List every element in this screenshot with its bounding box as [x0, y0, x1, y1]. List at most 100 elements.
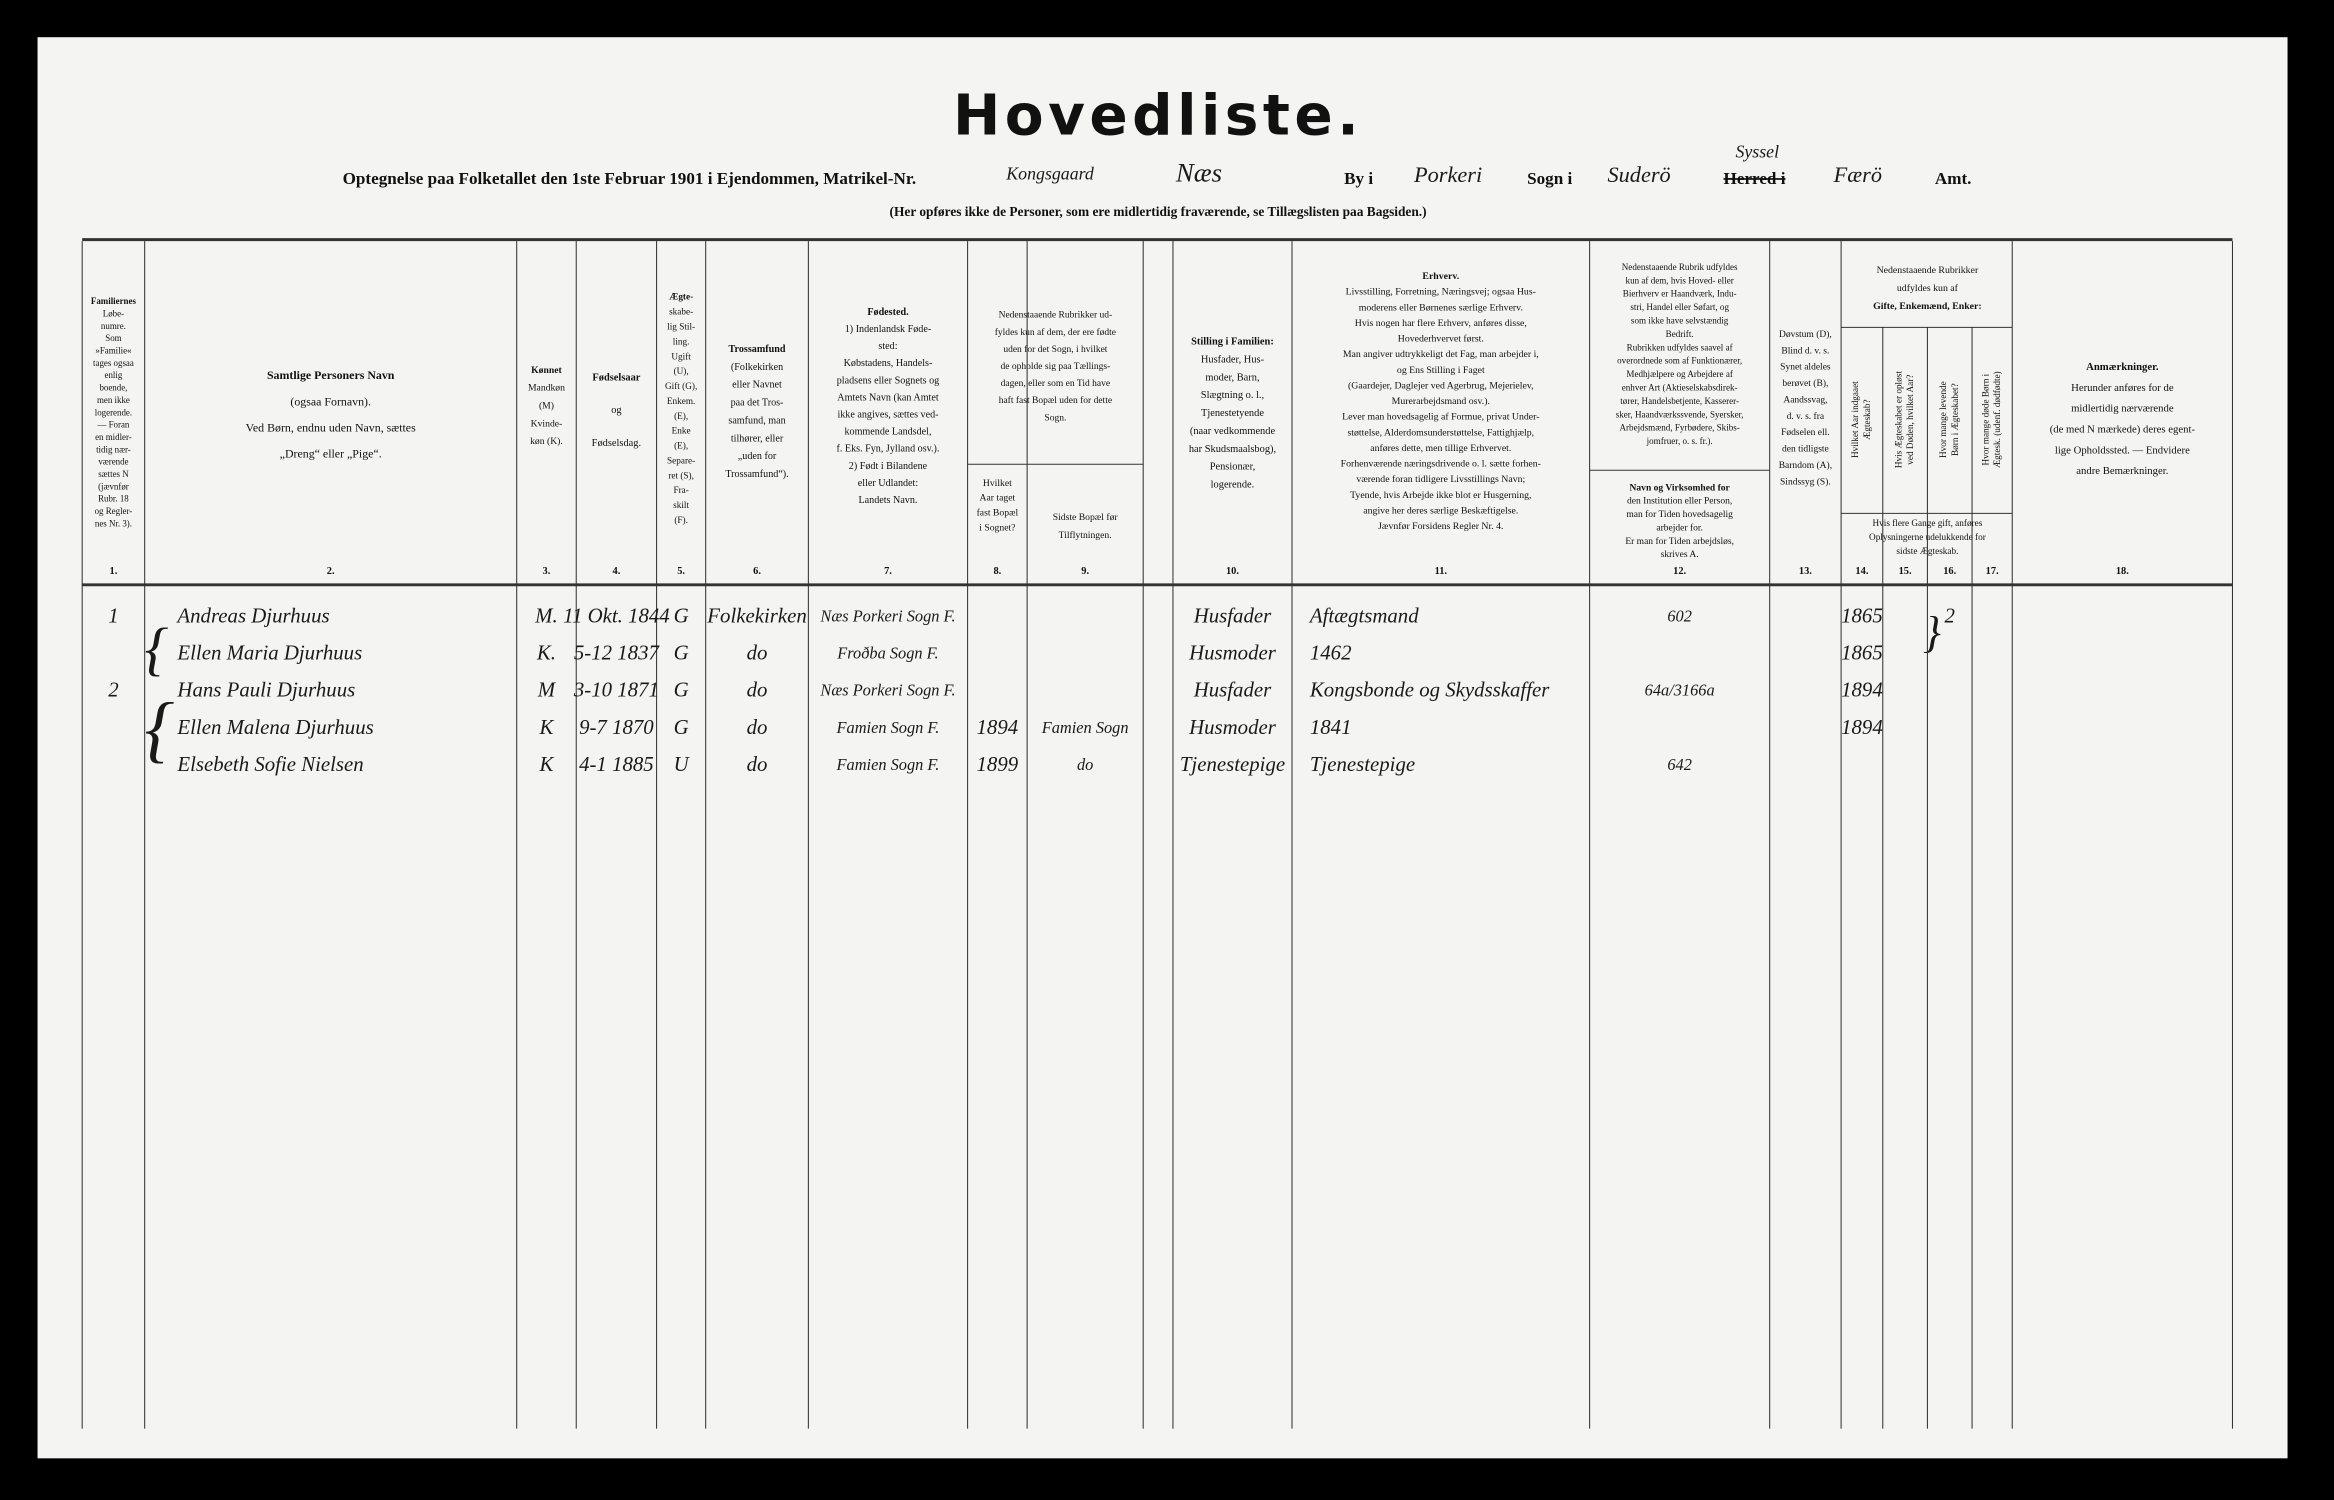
cell: 1894: [1841, 678, 1883, 702]
column-header: Murerarbejdsmand osv.).: [1392, 396, 1490, 407]
cell: K: [539, 715, 555, 739]
column-header: logerende.: [1211, 480, 1255, 491]
column-header: Slægtning o. l.,: [1201, 390, 1264, 401]
cell: 3-10 1871: [573, 678, 659, 702]
cell: Aftægtsmand: [1308, 603, 1419, 627]
column-header: Hvilket: [983, 478, 1012, 489]
column-header: (U),: [674, 366, 689, 376]
cell: Ellen Malena Djurhuus: [176, 715, 373, 739]
column-subheader: man for Tiden hovedsagelig: [1626, 509, 1733, 520]
column-header: midlertidig nærværende: [2071, 403, 2174, 415]
column-header: Medhjælpere og Arbejdere af: [1626, 369, 1733, 379]
column-header: Herunder anføres for de: [2071, 382, 2174, 394]
cell: 1865: [1841, 641, 1883, 665]
group-header: uden for det Sogn, i hvilket: [1003, 344, 1107, 355]
column-header: Aandssvag,: [1783, 395, 1827, 405]
column-header: værende foran tidligere Livsstillings Na…: [1356, 474, 1525, 485]
group-header: Hvis flere Gange gift, anføres: [1873, 518, 1983, 528]
column-subheader: Navn og Virksomhed for: [1630, 483, 1731, 493]
column-header: Hvis nogen har flere Erhverv, anføres di…: [1355, 318, 1527, 329]
cell: Husfader: [1193, 603, 1272, 627]
column-header: Fødselen ell.: [1781, 428, 1830, 438]
cell: G: [674, 715, 689, 739]
column-number: 8.: [993, 566, 1001, 577]
column-header: Tyende, hvis Arbejde ikke blot er Husger…: [1350, 490, 1531, 501]
column-header: Enkem.: [667, 396, 695, 406]
by: Porkeri: [1413, 162, 1482, 187]
column-header: Enke: [672, 426, 691, 436]
column-header: paa det Tros-: [731, 398, 784, 409]
column-number: 3.: [543, 566, 551, 577]
column-number: 5.: [677, 566, 685, 577]
column-header: 1) Indenlandsk Føde-: [845, 324, 931, 335]
cell: 5-12 1837: [574, 641, 661, 665]
column-header: og: [611, 405, 621, 416]
cell: K.: [536, 641, 556, 665]
column-header: Fødested.: [867, 307, 909, 318]
column-header: (Folkekirken: [731, 362, 783, 373]
column-number: 9.: [1081, 566, 1089, 577]
herred-label: Herred i: [1724, 169, 1786, 188]
column-header: ved Døden, hvilket Aar?: [1905, 375, 1915, 465]
cell: 1462: [1310, 641, 1352, 665]
sogn: Suderö: [1607, 162, 1670, 187]
group-header: dagen, eller som en Tid have: [1001, 379, 1110, 389]
column-header: „uden for: [738, 451, 777, 462]
column-header: ikke angives, sættes ved-: [837, 409, 938, 420]
column-header: Man angiver udtrykkeligt det Fag, man ar…: [1343, 349, 1539, 360]
column-header: fast Bopæl: [977, 508, 1019, 519]
cell: 1865: [1841, 603, 1883, 627]
column-header: anføres dette, men tillige Erhvervet.: [1370, 443, 1511, 454]
column-number: 1.: [110, 566, 118, 577]
column-header: Trossamfund: [729, 344, 786, 355]
column-header: Sindssyg (S).: [1780, 476, 1831, 487]
column-header: og Ens Stilling i Faget: [1397, 365, 1485, 376]
column-header: Ægte-: [669, 292, 693, 302]
column-header: Erhverv.: [1422, 271, 1459, 282]
column-header: Blind d. v. s.: [1781, 346, 1829, 356]
column-header: som ikke have selvstændig: [1631, 316, 1729, 326]
column-header: lig Stil-: [667, 321, 695, 331]
column-header: kun af dem, hvis Hoved- eller: [1626, 275, 1734, 285]
column-header: sted:: [878, 341, 897, 352]
column-subheader: arbejder for.: [1656, 522, 1703, 533]
cell: Husmoder: [1188, 641, 1277, 665]
brace: }: [1923, 607, 1941, 657]
column-header: moderens eller Børnenes særlige Erhverv.: [1359, 302, 1523, 313]
column-header: men ikke: [97, 395, 130, 405]
column-header: berøvet (B),: [1782, 378, 1828, 389]
amt-value: Færö: [1833, 162, 1882, 187]
group-header: Sogn.: [1044, 413, 1066, 423]
column-header: (ogsaa Fornavn).: [290, 394, 371, 408]
column-header: Gift (G),: [665, 381, 697, 391]
column-number: 15.: [1899, 566, 1912, 577]
column-header: værende: [98, 457, 128, 467]
column-number: 12.: [1673, 566, 1686, 577]
column-header: kommende Landsdel,: [844, 427, 931, 438]
title: Hovedliste.: [953, 84, 1363, 149]
column-header: Barndom (A),: [1779, 460, 1832, 471]
group-header: udfyldes kun af: [1897, 283, 1959, 294]
column-subheader: Er man for Tiden arbejdsløs,: [1625, 536, 1734, 547]
column-number: 17.: [1986, 566, 1999, 577]
column-header: overordnede som af Funktionærer,: [1617, 356, 1742, 366]
cell: Tjenestepige: [1180, 752, 1285, 776]
amt-label: Amt.: [1935, 169, 1972, 188]
cell: Folkekirken: [706, 603, 806, 627]
column-header: Forhenværende næringsdrivende o. l. sætt…: [1341, 459, 1541, 470]
column-header: tidig nær-: [96, 444, 131, 454]
column-header: (E),: [674, 441, 688, 451]
column-header: har Skudsmaalsbog),: [1189, 444, 1276, 455]
column-header: Tjenestetyende: [1201, 408, 1264, 419]
column-header: Fødselsdag.: [592, 438, 641, 449]
column-header: eller Udlandet:: [858, 478, 918, 489]
by-label: By i: [1344, 169, 1373, 188]
column-header: Købstadens, Handels-: [844, 358, 933, 369]
column-number: 16.: [1943, 566, 1956, 577]
column-header: nes Nr. 3).: [95, 518, 132, 528]
column-number: 14.: [1855, 566, 1868, 577]
cell: 4-1 1885: [579, 752, 654, 776]
column-header: Ved Børn, endnu uden Navn, sættes: [246, 420, 416, 434]
column-header: sættes N: [98, 469, 129, 479]
